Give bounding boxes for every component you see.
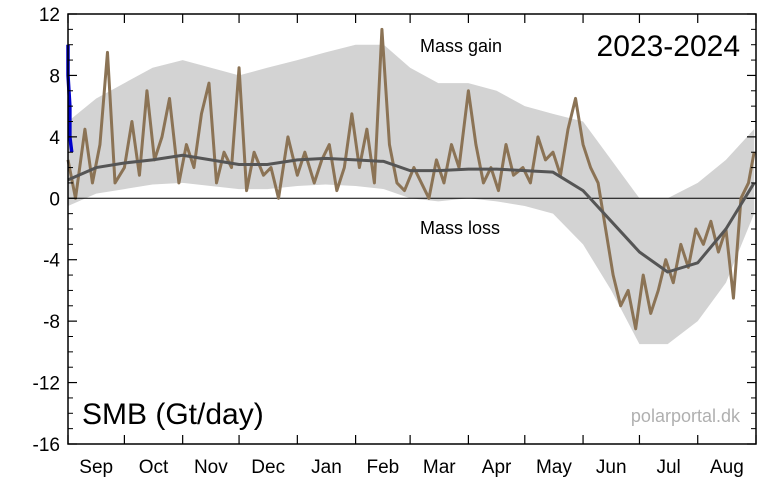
y-tick-label: 8 [49,66,60,87]
x-tick-label-feb: Feb [366,457,399,478]
y-tick-label: -4 [43,251,60,272]
x-tick-label-mar: Mar [423,457,456,478]
mass-loss-label: Mass loss [420,218,500,238]
x-tick-label-dec: Dec [251,457,285,478]
x-tick-label-oct: Oct [139,457,169,478]
x-tick-label-may: May [536,457,572,478]
x-tick-label-jun: Jun [596,457,627,478]
series-range-band [68,44,755,345]
x-tick-label-jul: Jul [656,457,680,478]
x-tick-label-nov: Nov [194,457,228,478]
series-line-mean [67,153,756,274]
y-tick-label: 4 [49,128,60,149]
season-label: 2023-2024 [597,30,740,63]
mass-gain-label: Mass gain [420,36,502,56]
x-tick-label-apr: Apr [482,457,512,478]
y-tick-label: -16 [33,435,60,456]
credit-label: polarportal.dk [631,406,741,426]
x-axis: Sep Oct Nov Dec Jan Feb Mar Apr May Jun Jul Aug [67,14,757,478]
x-tick-label-jan: Jan [311,457,342,478]
y-tick-label: 0 [49,189,60,210]
x-tick-label-sep: Sep [79,457,113,478]
range-band-layer [68,44,755,345]
series-line-2023-2024 [66,27,756,331]
y-axis: -16 -12 -8 -4 0 4 8 12 [33,5,756,456]
x-tick-label-aug: Aug [710,457,744,478]
y-axis-label: SMB (Gt/day) [82,398,264,431]
y-tick-label: 12 [39,5,60,26]
y-tick-label: -8 [43,312,60,333]
y-tick-label: -12 [33,374,60,395]
